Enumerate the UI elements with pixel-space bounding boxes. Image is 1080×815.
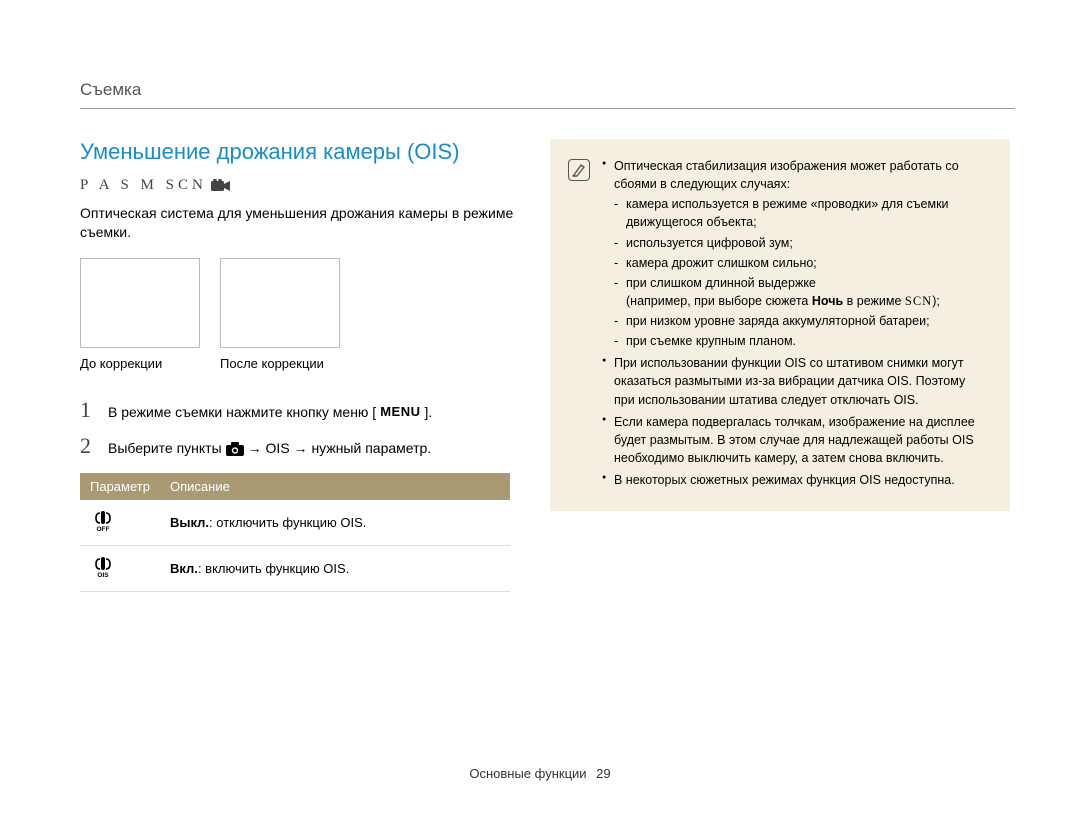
sub3-extra-bold: Ночь [812,294,843,308]
note-content: Оптическая стабилизация изображения може… [602,157,988,493]
note-box: Оптическая стабилизация изображения може… [550,139,1010,511]
step-number: 1 [80,397,96,423]
note-bullet-3: Если камера подвергалась толчкам, изобра… [602,413,988,467]
step2-middle: → OIS → нужный параметр. [248,439,432,459]
sub-item: камера дрожит слишком сильно; [614,254,988,272]
two-column-layout: Уменьшение дрожания камеры (OIS) P A S M… [80,139,1015,592]
page-footer: Основные функции 29 [0,766,1080,781]
movie-mode-icon [211,177,231,194]
bullet1-text: Оптическая стабилизация изображения може… [614,159,959,191]
table-header-row: Параметр Описание [80,473,510,500]
sub-item: при слишком длинной выдержке (например, … [614,274,988,310]
step-2: 2 Выберите пункты → OIS → нужный параме [80,433,520,459]
note-bullet-4: В некоторых сюжетных режимах функция OIS… [602,471,988,489]
right-column: Оптическая стабилизация изображения може… [550,139,1010,592]
note-bullet-1: Оптическая стабилизация изображения може… [602,157,988,350]
menu-label: MENU [380,403,420,421]
sub-item: камера используется в режиме «проводки» … [614,195,988,231]
row0-rest: : отключить функцию OIS. [209,515,366,530]
step-text: Выберите пункты → OIS → нужный параметр. [108,439,431,459]
sub3-extra-suffix: ); [932,294,940,308]
before-image-placeholder [80,258,200,348]
footer-label: Основные функции [469,766,586,781]
step-number: 2 [80,433,96,459]
caption-before: До коррекции [80,356,200,371]
after-image-placeholder [220,258,340,348]
caption-after: После коррекции [220,356,340,371]
table-row: OIS Вкл.: включить функцию OIS. [80,545,510,591]
ois-on-icon-cell: OIS [80,545,160,591]
note-bullet-2: При использовании функции OIS со штативо… [602,354,988,408]
sub-item: используется цифровой зум; [614,234,988,252]
row1-rest: : включить функцию OIS. [198,561,349,576]
svg-text:OFF: OFF [97,526,110,532]
sub3-extra-prefix: (например, при выборе сюжета [626,294,812,308]
note-sublist: камера используется в режиме «проводки» … [614,195,988,350]
left-column: Уменьшение дрожания камеры (OIS) P A S M… [80,139,520,592]
th-param: Параметр [80,473,160,500]
section-header: Съемка [80,80,1015,109]
step2-prefix: Выберите пункты [108,439,222,459]
th-desc: Описание [160,473,510,500]
step1-suffix: ]. [424,403,432,423]
sub3-extra-mid: в режиме [843,294,905,308]
step-text: В режиме съемки нажмите кнопку меню [MEN… [108,403,432,423]
mode-letters: P A S M SCN [80,177,207,194]
ois-on-icon: OIS [90,556,116,578]
ois-off-icon: OFF [90,510,116,532]
scn-mode-label: SCN [905,294,932,308]
example-images [80,258,520,348]
step1-prefix: В режиме съемки нажмите кнопку меню [ [108,403,376,423]
ois-on-desc: Вкл.: включить функцию OIS. [160,545,510,591]
row1-bold: Вкл. [170,561,198,576]
mode-dial-line: P A S M SCN [80,177,520,194]
page-title: Уменьшение дрожания камеры (OIS) [80,139,520,165]
camera-icon [226,442,244,456]
example-captions: До коррекции После коррекции [80,356,520,371]
manual-page: Съемка Уменьшение дрожания камеры (OIS) … [0,0,1080,815]
row0-bold: Выкл. [170,515,209,530]
svg-text:OIS: OIS [97,572,109,578]
steps-list: 1 В режиме съемки нажмите кнопку меню [M… [80,397,520,459]
sub3-text: при слишком длинной выдержке [626,276,816,290]
sub-item: при съемке крупным планом. [614,332,988,350]
sub-item: при низком уровне заряда аккумуляторной … [614,312,988,330]
intro-text: Оптическая система для уменьшения дрожан… [80,204,520,242]
ois-off-icon-cell: OFF [80,500,160,546]
note-icon [568,159,590,181]
parameter-table: Параметр Описание OFF [80,473,510,592]
page-number: 29 [596,766,610,781]
ois-off-desc: Выкл.: отключить функцию OIS. [160,500,510,546]
table-row: OFF Выкл.: отключить функцию OIS. [80,500,510,546]
step-1: 1 В режиме съемки нажмите кнопку меню [M… [80,397,520,423]
